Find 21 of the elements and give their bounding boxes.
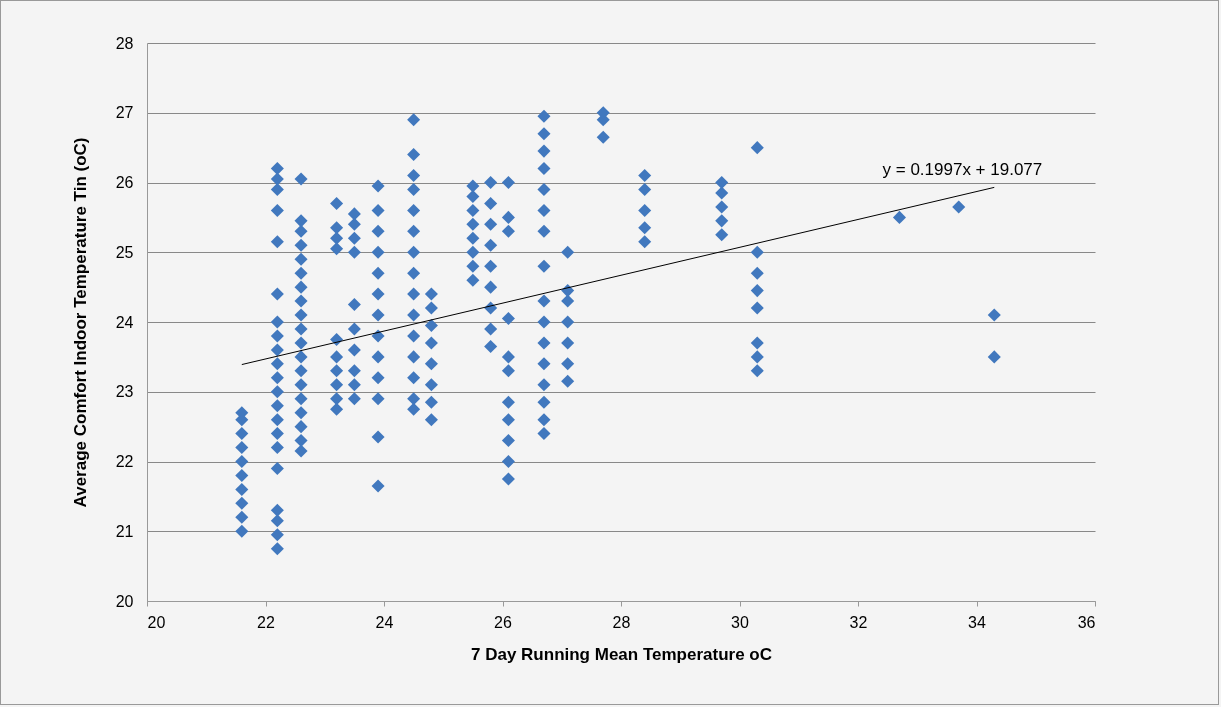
y-tick-label: 25 (115, 243, 134, 261)
x-tick-label: 24 (375, 613, 394, 631)
x-tick-label: 36 (1077, 613, 1096, 631)
x-tick-label: 22 (257, 613, 275, 631)
x-tick-label: 26 (494, 613, 512, 631)
y-tick-label: 28 (115, 34, 134, 52)
y-tick-label: 21 (115, 522, 134, 540)
y-axis-title: Average Comfort Indoor Temperature Tin (oC) (70, 137, 90, 508)
y-tick-label: 26 (115, 174, 134, 191)
x-tick-label: 32 (849, 613, 868, 631)
y-tick-label: 22 (115, 453, 134, 470)
x-tick-label: 30 (731, 613, 749, 631)
x-axis-title: 7 Day Running Mean Temperature oC (470, 644, 773, 664)
y-tick-label: 24 (115, 313, 134, 331)
y-tick-label: 20 (115, 592, 134, 610)
x-tick-label: 28 (612, 613, 631, 631)
x-tick-label: 20 (147, 613, 166, 631)
y-tick-label: 27 (115, 104, 134, 122)
annotation: y = 0.1997x + 19.077 (882, 160, 1043, 180)
x-tick-label: 34 (968, 613, 986, 631)
y-tick-label: 23 (115, 383, 134, 401)
